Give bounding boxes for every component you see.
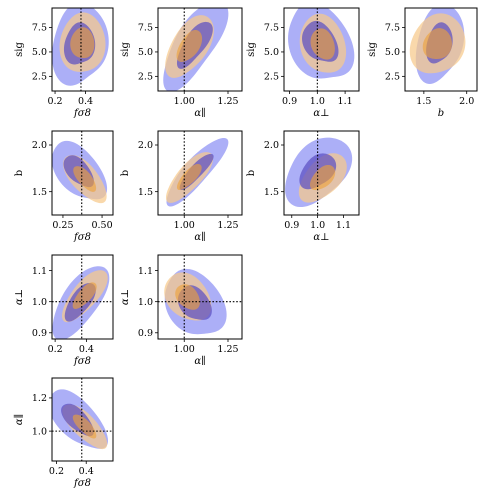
x-tick-label: 1.0: [310, 96, 325, 107]
panel-frame: [157, 130, 243, 216]
y-tick-label: 1.0: [138, 297, 153, 308]
contour-orange-inner: [176, 163, 202, 190]
contour-orange-inner: [72, 282, 97, 309]
panel-frame: [51, 377, 114, 462]
x-axis-label: α⊥: [313, 108, 329, 119]
x-axis-label: α∥: [194, 231, 205, 243]
x-tick-label: 0.25: [52, 220, 73, 231]
y-tick-label: 1.1: [32, 266, 47, 277]
y-tick-label: 2.5: [138, 72, 153, 83]
y-tick-label: 2.0: [138, 140, 153, 151]
x-tick-label: 0.4: [78, 96, 93, 107]
x-axis-label: α∥: [194, 107, 205, 119]
x-axis-label: fσ8: [73, 478, 91, 489]
x-tick-label: 0.2: [48, 344, 63, 355]
contour-orange-inner: [176, 29, 203, 62]
y-tick-label: 5.0: [264, 47, 279, 58]
contour-orange-inner: [70, 27, 95, 59]
x-tick-label: 1.1: [336, 220, 351, 231]
y-tick-label: 2.5: [385, 72, 400, 83]
y-axis-label: sig: [120, 42, 131, 57]
y-tick-label: 1.2: [32, 393, 47, 404]
x-tick-label: 0.9: [284, 220, 299, 231]
panel-frame: [51, 7, 114, 92]
y-tick-label: 7.5: [385, 23, 400, 34]
y-tick-label: 2.0: [264, 140, 279, 151]
y-tick-label: 5.0: [138, 47, 153, 58]
panel-frame: [51, 254, 114, 340]
x-tick-label: 1.25: [217, 220, 238, 231]
y-tick-label: 0.9: [32, 328, 47, 339]
x-tick-label: 1.1: [338, 96, 353, 107]
x-tick-label: 0.4: [79, 466, 94, 477]
y-axis-label: b: [14, 170, 25, 176]
panel-aperp-b: 0.9 1.0 1.1 1.5 2.0 α⊥ b: [246, 130, 360, 243]
y-tick-label: 7.5: [32, 23, 47, 34]
y-tick-label: 1.0: [32, 297, 47, 308]
x-tick-label: 1.25: [217, 344, 238, 355]
x-tick-label: 0.9: [282, 96, 297, 107]
x-tick-label: 1.25: [217, 96, 238, 107]
panel-fs8-b: 0.25 0.50 1.5 2.0 fσ8 b: [14, 130, 114, 243]
y-tick-label: 1.5: [264, 187, 279, 198]
x-tick-label: 1.0: [310, 220, 325, 231]
contour-orange-inner: [310, 164, 336, 191]
panel-frame: [283, 7, 360, 92]
panel-fs8-aperp: 0.2 0.4 0.9 1.0 1.1 fσ8 α⊥: [14, 254, 114, 367]
panel-frame: [157, 254, 243, 340]
panel-frame: [404, 7, 478, 92]
y-tick-label: 2.0: [32, 140, 47, 151]
panel-fs8-sig: 0.2 0.4 2.5 5.0 7.5 fσ8 sig: [14, 7, 114, 119]
x-tick-label: 0.2: [47, 96, 62, 107]
y-axis-label: b: [120, 170, 131, 176]
y-tick-label: 7.5: [264, 23, 279, 34]
panel-apar-aperp: 1.00 1.25 0.9 1.0 1.1 α∥ α⊥: [120, 254, 243, 367]
y-tick-label: 1.5: [138, 187, 153, 198]
panel-frame: [157, 7, 243, 92]
y-axis-label: α⊥: [120, 289, 131, 305]
x-tick-label: 2.0: [459, 96, 474, 107]
panel-b-sig: 1.5 2.0 2.5 5.0 7.5 b sig: [367, 7, 478, 119]
y-tick-label: 5.0: [32, 47, 47, 58]
y-axis-label: sig: [367, 42, 378, 57]
panel-fs8-apar: 0.2 0.4 1.0 1.2 fσ8 α∥: [13, 377, 114, 489]
contour-orange-inner: [310, 28, 335, 60]
x-axis-label: fσ8: [73, 356, 91, 367]
x-tick-label: 0.2: [49, 466, 64, 477]
y-tick-label: 1.1: [138, 266, 153, 277]
y-tick-label: 2.5: [32, 72, 47, 83]
y-tick-label: 5.0: [385, 47, 400, 58]
x-axis-label: b: [438, 108, 444, 119]
x-axis-label: α⊥: [313, 232, 329, 243]
x-axis-label: fσ8: [73, 232, 91, 243]
y-axis-label: α∥: [13, 414, 25, 425]
y-axis-label: sig: [14, 42, 25, 57]
panel-apar-b: 1.00 1.25 1.5 2.0 α∥ b: [120, 130, 243, 243]
contour-orange-inner: [175, 284, 200, 310]
panel-frame: [51, 130, 114, 216]
y-tick-label: 7.5: [138, 23, 153, 34]
panel-aperp-sig: 0.9 1.0 1.1 2.5 5.0 7.5 α⊥ sig: [246, 7, 360, 119]
y-tick-label: 1.5: [32, 187, 47, 198]
x-tick-label: 1.00: [174, 96, 195, 107]
x-tick-label: 1.00: [174, 344, 195, 355]
y-tick-label: 2.5: [264, 72, 279, 83]
contour-orange-inner: [72, 414, 97, 439]
y-tick-label: 1.0: [32, 426, 47, 437]
x-tick-label: 0.4: [79, 344, 94, 355]
x-axis-label: fσ8: [73, 108, 91, 119]
y-axis-label: b: [246, 170, 257, 176]
panel-apar-sig: 1.00 1.25 2.5 5.0 7.5 α∥ sig: [120, 7, 243, 119]
y-axis-label: α⊥: [14, 289, 25, 305]
y-tick-label: 0.9: [138, 328, 153, 339]
x-tick-label: 0.50: [91, 220, 112, 231]
x-tick-label: 1.5: [416, 96, 431, 107]
panel-frame: [283, 130, 360, 216]
x-tick-label: 1.00: [174, 220, 195, 231]
y-axis-label: sig: [246, 42, 257, 57]
contour-orange-inner: [73, 166, 97, 192]
contour-orange-inner: [422, 28, 452, 59]
x-axis-label: α∥: [194, 355, 205, 367]
